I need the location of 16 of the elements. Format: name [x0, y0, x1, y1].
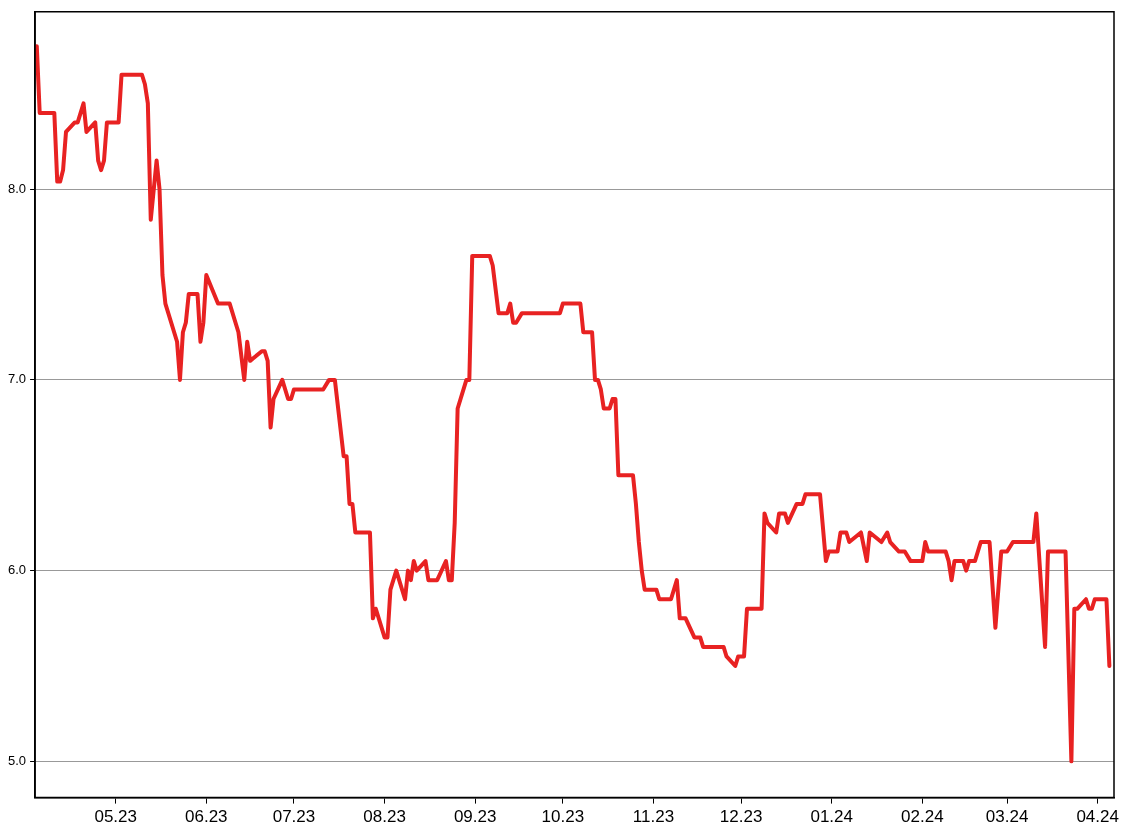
- x-tick-label: 08.23: [363, 807, 406, 827]
- x-tick-label: 05.23: [94, 807, 137, 827]
- x-tick-label: 07.23: [272, 807, 316, 827]
- x-tick-label: 04.24: [1076, 807, 1119, 827]
- x-tick-label: 06.23: [185, 807, 228, 827]
- x-tick-label: 12.23: [719, 807, 763, 827]
- x-tick-label: 02.24: [901, 807, 944, 827]
- y-tick-label: 8.0: [7, 180, 27, 196]
- x-tick-label: 10.23: [541, 807, 585, 827]
- y-tick-label: 7.0: [7, 371, 27, 387]
- x-tick-label: 09.23: [453, 807, 497, 827]
- x-tick-label: 03.24: [985, 807, 1029, 827]
- y-tick-label: 6.0: [7, 562, 27, 578]
- x-tick-label: 11.23: [632, 807, 675, 827]
- x-tick-label: 01.24: [810, 807, 853, 827]
- y-tick-label: 5.0: [7, 752, 27, 768]
